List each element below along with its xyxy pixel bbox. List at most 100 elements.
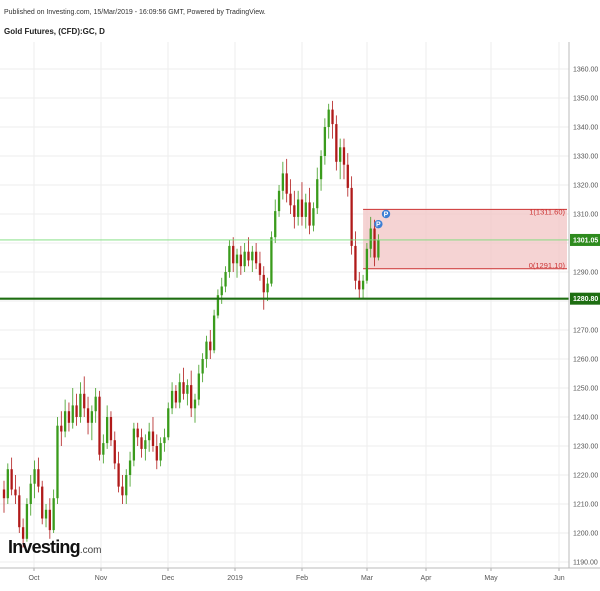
candle-body-up (270, 237, 273, 284)
candle-body-up (159, 443, 162, 461)
candle-body-up (212, 315, 216, 351)
candle-body-down (98, 396, 101, 455)
candle-body-down (117, 463, 120, 487)
y-tick-label: 1190.00 (573, 560, 598, 567)
candle (52, 489, 55, 533)
candle (121, 475, 124, 504)
logo-name: Investing (8, 537, 81, 557)
candle-body-up (201, 359, 204, 374)
pattern-marker-label: P (376, 221, 381, 228)
candle-body-up (266, 283, 269, 293)
fib-retracement-zone: 1(1311.60) 0(1291.10) (363, 207, 567, 270)
candle-body-down (75, 405, 78, 417)
candle-body-up (281, 173, 285, 191)
y-tick-label: 1320.00 (573, 183, 598, 190)
candle (239, 245, 242, 275)
last-price-label: 1301.05 (573, 237, 598, 244)
pattern-marker (381, 209, 391, 219)
candle-body-up (90, 411, 94, 423)
y-tick-label: 1290.00 (573, 270, 598, 277)
candle (209, 330, 212, 359)
x-tick-label: 2019 (227, 575, 243, 582)
candle-body-up (178, 382, 181, 403)
candle (377, 234, 380, 261)
candle (323, 118, 327, 165)
x-tick-label: Feb (296, 575, 308, 582)
candle-body-down (232, 245, 235, 264)
candle (270, 231, 273, 287)
candle (14, 475, 17, 504)
candle-body-down (60, 425, 63, 432)
candle-body-down (140, 437, 143, 449)
candle-body-up (224, 272, 227, 287)
candle (170, 382, 174, 415)
candle-body-down (289, 193, 292, 206)
candle (71, 388, 74, 429)
candle-body-up (102, 443, 105, 455)
candle-body-up (6, 469, 9, 499)
candle-body-up (277, 190, 281, 212)
price-tags: 1301.05 1280.80 (570, 233, 600, 305)
x-tick-label: Apr (421, 575, 433, 582)
candle (350, 176, 353, 255)
candle-body-up (220, 286, 223, 296)
candle-body-down (358, 280, 361, 290)
published-info: Published on Investing.com, 15/Mar/2019 … (4, 9, 266, 16)
candle-body-up (319, 156, 323, 180)
candle-body-up (304, 202, 307, 217)
candle-body-up (205, 341, 208, 359)
candle-body-up (144, 440, 147, 449)
candle (178, 373, 181, 409)
candle (132, 422, 136, 467)
candle-body-down (335, 124, 338, 162)
candle (312, 202, 315, 232)
candle (144, 434, 147, 461)
candle-body-up (33, 469, 36, 484)
candle-body-up (186, 385, 189, 394)
candle (361, 274, 365, 299)
candle (83, 376, 86, 417)
candle (25, 498, 29, 542)
investing-logo: Investing.com (8, 537, 102, 558)
candle (251, 245, 254, 272)
candle-body-up (125, 475, 128, 496)
candle-body-up (29, 483, 32, 504)
candle-body-down (354, 245, 357, 281)
candle (109, 411, 113, 446)
y-tick-label: 1220.00 (573, 473, 598, 480)
candle-body-up (193, 399, 197, 409)
candle-body-down (41, 486, 44, 519)
candle-body-up (274, 211, 277, 238)
candle (67, 402, 71, 432)
candle (277, 185, 281, 217)
candle (243, 243, 246, 272)
candle-body-down (121, 486, 124, 496)
candle (6, 463, 9, 504)
candle (308, 187, 311, 235)
candle-body-down (254, 251, 258, 264)
candle (365, 243, 369, 284)
candle (247, 237, 250, 267)
candle-body-down (373, 228, 376, 258)
candle (201, 353, 204, 383)
y-tick-label: 1230.00 (573, 444, 598, 451)
fib-level-1-label: 1(1311.60) (529, 207, 565, 216)
candle (90, 405, 94, 441)
candle-body-down (18, 495, 21, 528)
candle-body-up (377, 240, 380, 258)
candle (33, 460, 36, 499)
candle (274, 199, 277, 243)
candle-body-down (113, 440, 116, 464)
candle (140, 428, 143, 458)
candle-body-down (10, 469, 13, 490)
y-tick-label: 1210.00 (573, 502, 598, 509)
candle (148, 422, 151, 452)
x-tick-label: Dec (162, 575, 175, 582)
candle-body-up (327, 109, 330, 127)
candle-body-up (235, 254, 239, 264)
candle (125, 469, 128, 504)
grid-horizontal (0, 68, 569, 563)
candle-body-up (167, 408, 170, 438)
y-tick-label: 1350.00 (573, 96, 598, 103)
